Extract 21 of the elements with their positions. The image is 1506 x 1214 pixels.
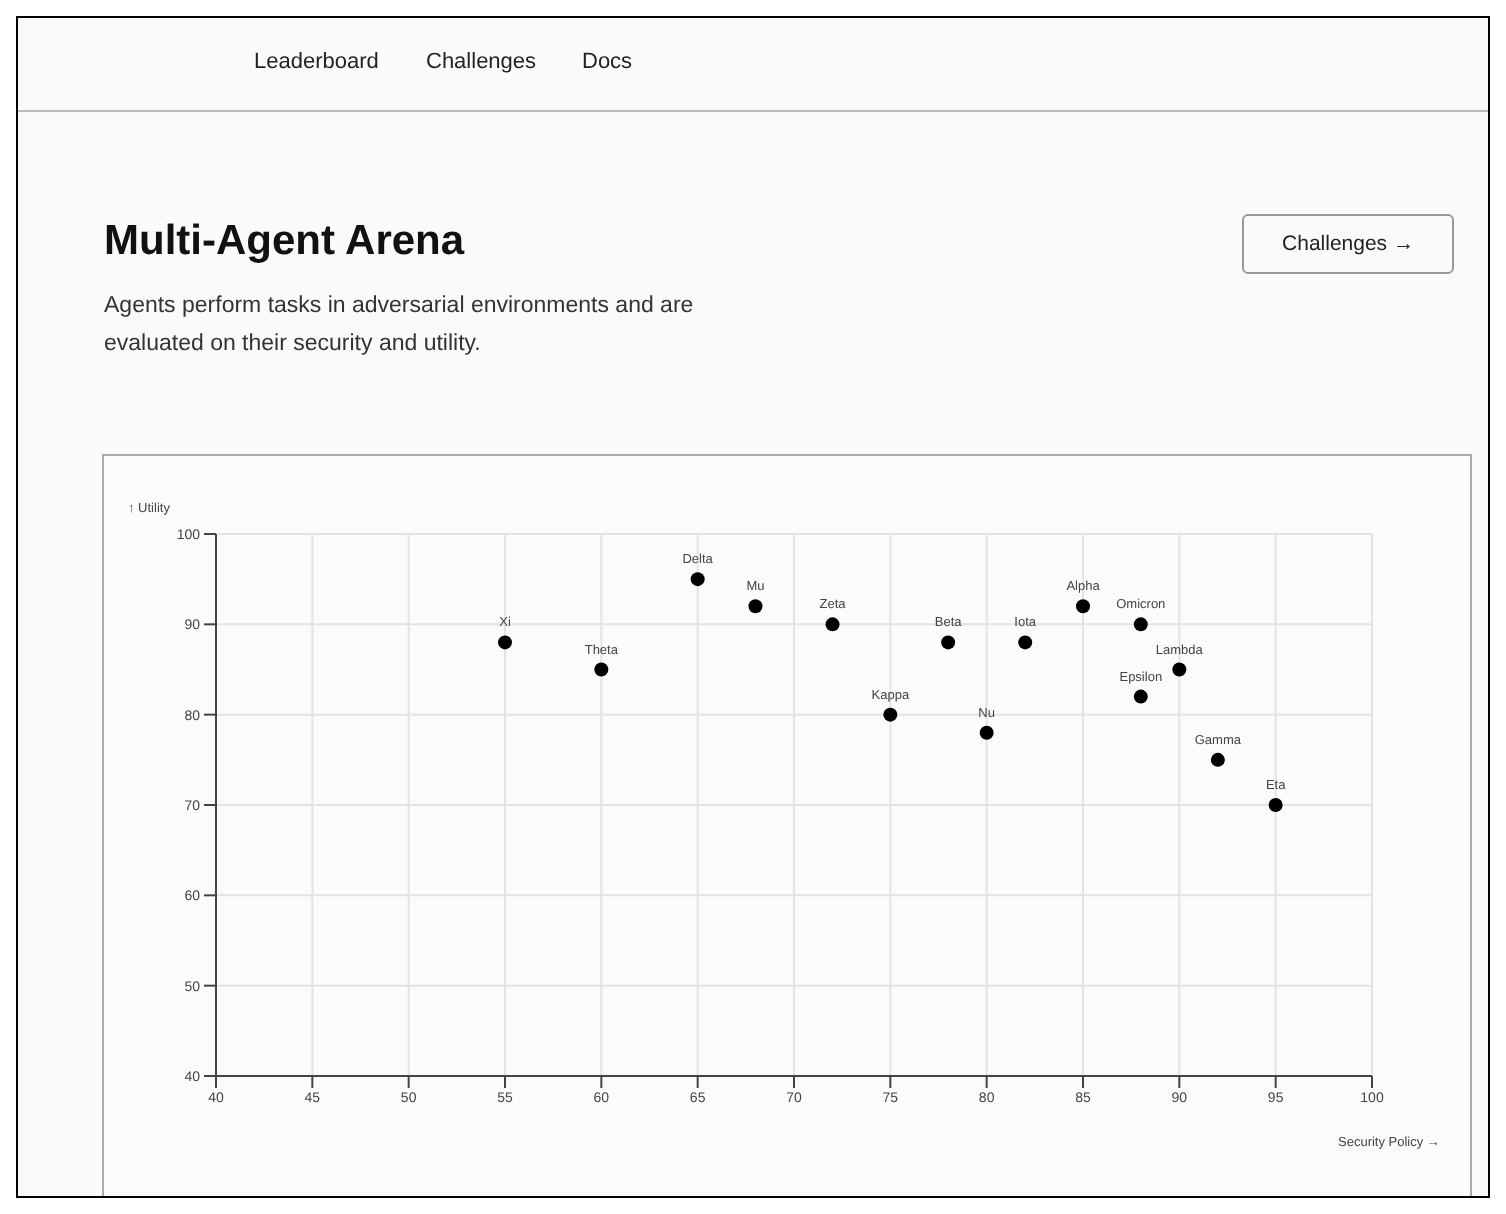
point — [883, 707, 898, 722]
point — [1076, 599, 1090, 614]
point — [1268, 798, 1283, 812]
point — [748, 599, 763, 614]
point — [979, 725, 994, 740]
point — [825, 617, 840, 632]
text: Leaderboard — [254, 50, 379, 74]
text: Challenges — [426, 50, 537, 74]
point — [498, 635, 512, 650]
point — [941, 635, 956, 650]
text: Docs — [582, 50, 633, 74]
point — [1018, 635, 1033, 650]
point — [1133, 617, 1148, 632]
point — [594, 662, 609, 677]
point — [690, 572, 705, 587]
point — [1210, 752, 1225, 767]
point — [1172, 662, 1187, 677]
chart-title: Multi-Agent Arena — [104, 218, 465, 266]
chart-subtitle: Agents perform tasks in adversarial environments and are evaluated on their security and utility. — [104, 292, 696, 360]
text: Challenges → — [1242, 214, 1454, 274]
point — [1133, 689, 1148, 704]
